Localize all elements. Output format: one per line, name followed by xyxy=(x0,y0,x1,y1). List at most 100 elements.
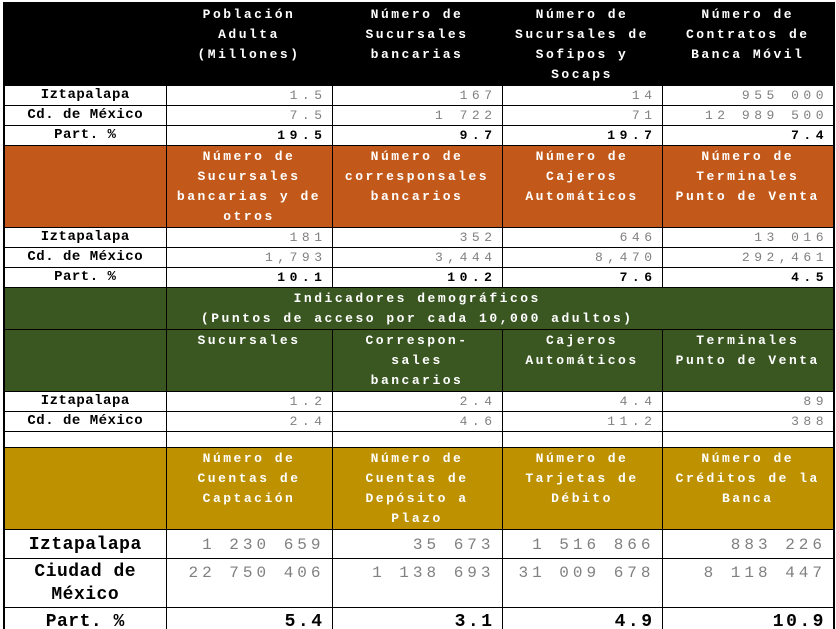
value-cell: 5.4 xyxy=(165,607,333,629)
col-header-sucursales-10000: Sucursales xyxy=(165,329,333,392)
value-cell: 4.5 xyxy=(661,267,835,288)
table-row-iztapalapa: Iztapalapa 1.2 2.4 4.4 89 xyxy=(3,391,835,412)
row-label: Part. % xyxy=(3,125,167,146)
value-cell: 181 xyxy=(165,227,333,248)
col-header-cajeros-10000: Cajeros Automáticos xyxy=(501,329,663,392)
col-header-terminales: Número de Terminales Punto de Venta xyxy=(661,145,835,228)
corner-cell xyxy=(3,447,167,530)
empty-cell xyxy=(661,431,835,448)
value-cell: 883 226 xyxy=(661,529,835,559)
value-cell: 19.5 xyxy=(165,125,333,146)
empty-cell xyxy=(3,431,167,448)
value-cell: 31 009 678 xyxy=(501,558,663,608)
value-cell: 71 xyxy=(501,105,663,126)
value-cell: 7.5 xyxy=(165,105,333,126)
col-header-contratos-banca-movil: Número de Contratos de Banca Móvil xyxy=(661,2,835,86)
col-header-poblacion-adulta: Población Adulta (Millones) xyxy=(165,2,333,86)
value-cell: 11.2 xyxy=(501,411,663,432)
header-row-infraestructura: Número de Sucursales bancarias y de otro… xyxy=(3,145,835,228)
value-cell: 9.7 xyxy=(331,125,503,146)
value-cell: 4.6 xyxy=(331,411,503,432)
financial-inclusion-table: Población Adulta (Millones) Número de Su… xyxy=(3,2,835,629)
value-cell: 89 xyxy=(661,391,835,412)
value-cell: 3.1 xyxy=(331,607,503,629)
table-row-participacion: Part. % 10.1 10.2 7.6 4.5 xyxy=(3,267,835,288)
row-label: Ciudad de México xyxy=(3,558,167,608)
table-row-cd-mexico: Cd. de México 1,793 3,444 8,470 292,461 xyxy=(3,247,835,268)
value-cell: 14 xyxy=(501,85,663,106)
row-label: Cd. de México xyxy=(3,247,167,268)
value-cell: 4.9 xyxy=(501,607,663,629)
value-cell: 10.9 xyxy=(661,607,835,629)
table-row-cd-mexico: Cd. de México 2.4 4.6 11.2 388 xyxy=(3,411,835,432)
col-header-sucursales-otros: Número de Sucursales bancarias y de otro… xyxy=(165,145,333,228)
col-header-tarjetas-debito: Número de Tarjetas de Débito xyxy=(501,447,663,530)
row-label: Iztapalapa xyxy=(3,391,167,412)
corner-cell xyxy=(3,287,167,330)
empty-cell xyxy=(501,431,663,448)
value-cell: 1 722 xyxy=(331,105,503,126)
section-title: Indicadores demográficos (Puntos de acce… xyxy=(165,287,835,330)
row-label: Iztapalapa xyxy=(3,529,167,559)
col-header-cuentas-captacion: Número de Cuentas de Captación xyxy=(165,447,333,530)
value-cell: 4.4 xyxy=(501,391,663,412)
corner-cell xyxy=(3,2,167,86)
row-label: Iztapalapa xyxy=(3,85,167,106)
corner-cell xyxy=(3,329,167,392)
value-cell: 19.7 xyxy=(501,125,663,146)
value-cell: 352 xyxy=(331,227,503,248)
header-row-acceso-basico: Población Adulta (Millones) Número de Su… xyxy=(3,2,835,86)
value-cell: 1 230 659 xyxy=(165,529,333,559)
col-header-depositos-plazo: Número de Cuentas de Depósito a Plazo xyxy=(331,447,503,530)
header-row-productos: Número de Cuentas de Captación Número de… xyxy=(3,447,835,530)
header-row-indicadores: Sucursales Correspon- sales bancarios Ca… xyxy=(3,329,835,392)
value-cell: 1.5 xyxy=(165,85,333,106)
section-title-row-indicadores: Indicadores demográficos (Puntos de acce… xyxy=(3,287,835,330)
row-label: Cd. de México xyxy=(3,411,167,432)
value-cell: 388 xyxy=(661,411,835,432)
col-header-corresponsales: Número de corresponsales bancarios xyxy=(331,145,503,228)
value-cell: 1 138 693 xyxy=(331,558,503,608)
value-cell: 955 000 xyxy=(661,85,835,106)
col-header-creditos-banca: Número de Créditos de la Banca xyxy=(661,447,835,530)
empty-cell xyxy=(331,431,503,448)
value-cell: 646 xyxy=(501,227,663,248)
col-header-corresponsales-10000: Correspon- sales bancarios xyxy=(331,329,503,392)
value-cell: 7.6 xyxy=(501,267,663,288)
value-cell: 13 016 xyxy=(661,227,835,248)
value-cell: 10.1 xyxy=(165,267,333,288)
value-cell: 35 673 xyxy=(331,529,503,559)
value-cell: 167 xyxy=(331,85,503,106)
value-cell: 3,444 xyxy=(331,247,503,268)
row-label: Iztapalapa xyxy=(3,227,167,248)
col-header-terminales-10000: Terminales Punto de Venta xyxy=(661,329,835,392)
value-cell: 7.4 xyxy=(661,125,835,146)
table-row-iztapalapa: Iztapalapa 181 352 646 13 016 xyxy=(3,227,835,248)
row-label: Part. % xyxy=(3,267,167,288)
table-row-ciudad-de-mexico: Ciudad de México 22 750 406 1 138 693 31… xyxy=(3,558,835,608)
table-row-participacion: Part. % 5.4 3.1 4.9 10.9 xyxy=(3,607,835,629)
row-label: Cd. de México xyxy=(3,105,167,126)
row-label: Part. % xyxy=(3,607,167,629)
value-cell: 10.2 xyxy=(331,267,503,288)
spacer-row xyxy=(3,431,835,448)
value-cell: 2.4 xyxy=(165,411,333,432)
col-header-cajeros: Número de Cajeros Automáticos xyxy=(501,145,663,228)
table-row-participacion: Part. % 19.5 9.7 19.7 7.4 xyxy=(3,125,835,146)
table-row-cd-mexico: Cd. de México 7.5 1 722 71 12 989 500 xyxy=(3,105,835,126)
table-row-iztapalapa: Iztapalapa 1.5 167 14 955 000 xyxy=(3,85,835,106)
value-cell: 1.2 xyxy=(165,391,333,412)
table-row-iztapalapa: Iztapalapa 1 230 659 35 673 1 516 866 88… xyxy=(3,529,835,559)
value-cell: 8 118 447 xyxy=(661,558,835,608)
value-cell: 1,793 xyxy=(165,247,333,268)
value-cell: 8,470 xyxy=(501,247,663,268)
value-cell: 2.4 xyxy=(331,391,503,412)
value-cell: 292,461 xyxy=(661,247,835,268)
value-cell: 22 750 406 xyxy=(165,558,333,608)
value-cell: 12 989 500 xyxy=(661,105,835,126)
value-cell: 1 516 866 xyxy=(501,529,663,559)
empty-cell xyxy=(165,431,333,448)
col-header-sucursales-sofipos: Número de Sucursales de Sofipos y Socaps xyxy=(501,2,663,86)
col-header-sucursales-bancarias: Número de Sucursales bancarias xyxy=(331,2,503,86)
